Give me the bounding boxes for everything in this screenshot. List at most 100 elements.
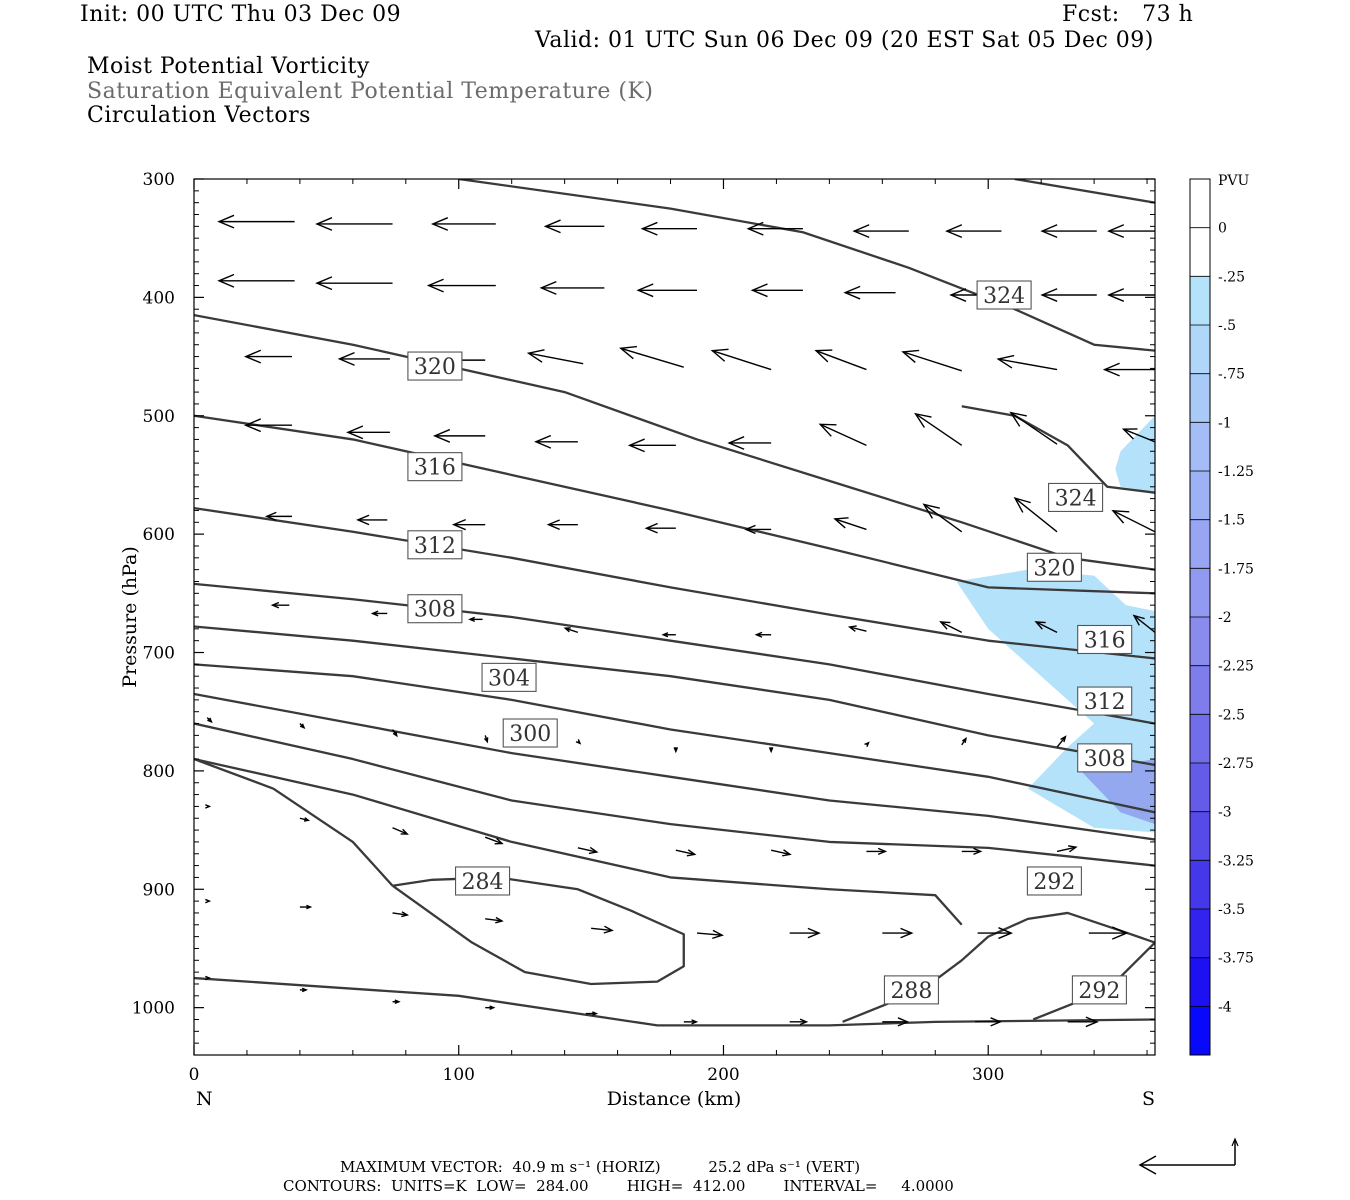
contour-label: 316	[407, 452, 463, 482]
circulation-vector	[563, 627, 579, 634]
circulation-vector	[243, 349, 292, 364]
contour-label: 320	[1026, 552, 1082, 582]
svg-text:312: 312	[1084, 690, 1126, 715]
circulation-vector	[852, 224, 909, 239]
contour-label: 300	[502, 718, 558, 748]
colorbar-cell	[1190, 617, 1210, 667]
circulation-vector	[1040, 288, 1097, 302]
x-tick-label: 200	[707, 1065, 739, 1085]
circulation-vector	[974, 1017, 1002, 1027]
circulation-vector	[299, 987, 309, 993]
circulation-vector	[961, 847, 983, 856]
svg-text:316: 316	[1084, 628, 1126, 653]
circulation-vector	[539, 280, 605, 295]
circulation-vector	[1040, 224, 1097, 239]
circulation-vector	[710, 348, 772, 371]
y-tick-label: 500	[143, 407, 175, 427]
colorbar-cell	[1190, 325, 1210, 375]
circulation-vector	[1132, 614, 1155, 633]
circulation-vector	[485, 916, 504, 924]
circulation-vector	[864, 741, 870, 748]
x-axis-left-end-label: N	[196, 1088, 213, 1110]
circulation-vector	[619, 345, 684, 368]
circulation-vector	[914, 412, 963, 446]
svg-text:324: 324	[983, 284, 1025, 309]
circulation-vector	[961, 737, 967, 746]
valid-time: Valid: 01 UTC Sun 06 Dec 09 (20 EST Sat …	[535, 28, 1154, 53]
theta-es-contour-284	[391, 876, 685, 986]
contour-label: 288	[883, 975, 939, 1005]
circulation-vector	[575, 739, 582, 745]
circulation-vector	[661, 632, 676, 638]
field-title-theta-es: Saturation Equivalent Potential Temperat…	[87, 79, 654, 104]
y-tick-label: 1000	[132, 999, 175, 1019]
contour-label: 320	[407, 351, 463, 381]
circulation-vector	[675, 849, 697, 857]
circulation-vector	[426, 278, 496, 293]
svg-text:308: 308	[1084, 747, 1126, 772]
colorbar-cell	[1190, 714, 1210, 764]
x-axis-label: Distance (km)	[607, 1088, 742, 1110]
colorbar-cell	[1190, 227, 1210, 277]
svg-text:320: 320	[414, 355, 456, 380]
colorbar-cell	[1190, 860, 1210, 910]
colorbar-level-label: -.5	[1218, 318, 1236, 334]
circulation-vector	[847, 625, 867, 632]
circulation-vector	[591, 925, 614, 934]
theta-es-contour-304	[194, 625, 1155, 767]
svg-text:324: 324	[1055, 486, 1097, 511]
colorbar-level-label: -2.75	[1218, 756, 1254, 772]
y-tick-label: 900	[143, 880, 175, 900]
contour-label: 312	[1077, 686, 1133, 716]
circulation-vector	[1034, 621, 1058, 634]
colorbar-cell	[1190, 471, 1210, 521]
circulation-vector	[526, 349, 584, 365]
contour-label: 308	[407, 594, 463, 624]
colorbar-level-label: -3.25	[1218, 853, 1254, 869]
y-tick-label: 300	[143, 170, 175, 190]
theta-es-contour-328	[1014, 179, 1155, 204]
theta-es-contour-288	[842, 911, 1155, 1023]
colorbar-cell	[1190, 568, 1210, 618]
circulation-vector	[205, 975, 212, 981]
y-tick-label: 800	[143, 762, 175, 782]
colorbar-cell	[1190, 763, 1210, 813]
contour-label: 284	[455, 866, 511, 896]
theta-es-contour-304	[194, 663, 1155, 814]
circulation-vector	[430, 217, 496, 231]
colorbar-level-label: -3	[1218, 805, 1232, 821]
circulation-vector	[391, 729, 398, 738]
theta-es-contour-324	[961, 405, 1155, 494]
theta-es-contour-320	[194, 314, 1155, 571]
circulation-vector	[205, 898, 212, 904]
circulation-vector	[833, 517, 867, 531]
contour-label: 292	[1071, 975, 1127, 1005]
theta-es-contour-324	[458, 179, 1155, 352]
circulation-vector	[485, 1005, 496, 1010]
svg-text:316: 316	[414, 456, 456, 481]
circulation-vector	[882, 927, 914, 939]
svg-text:320: 320	[1033, 556, 1075, 581]
circulation-vector	[770, 849, 792, 857]
circulation-vector	[696, 929, 725, 940]
circulation-vector	[1067, 1016, 1099, 1028]
theta-es-contour-292	[194, 757, 963, 926]
circulation-vector	[644, 522, 676, 534]
circulation-vector	[546, 519, 578, 531]
circulation-vector	[1106, 224, 1155, 239]
theta-es-contour-292	[194, 757, 394, 887]
contour-label: 292	[1026, 866, 1082, 896]
circulation-vector	[483, 735, 489, 744]
colorbar-level-label: -1.5	[1218, 513, 1245, 529]
y-tick-label: 400	[143, 288, 175, 308]
circulation-vector	[789, 927, 821, 939]
theta-es-contour-300	[194, 692, 1155, 841]
colorbar-cell	[1190, 811, 1210, 861]
circulation-vector	[882, 1017, 910, 1027]
svg-text:292: 292	[1033, 870, 1075, 895]
circulation-vector	[977, 927, 1014, 940]
contour-label: 312	[407, 530, 463, 560]
pv-shaded-region	[1115, 415, 1155, 493]
circulation-vector	[543, 219, 605, 234]
